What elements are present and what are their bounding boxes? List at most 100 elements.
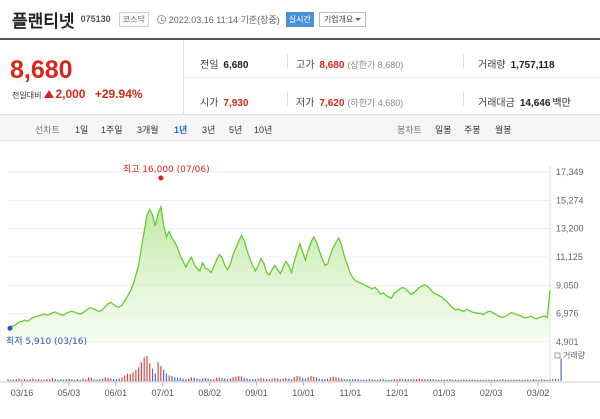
volume-bar <box>210 379 212 381</box>
tab-1d[interactable]: 1일 <box>75 125 89 135</box>
tab-monthly[interactable]: 월봉 <box>495 125 512 135</box>
volume-bar <box>176 377 179 381</box>
volume-bar <box>452 379 454 381</box>
amount-label: 거래대금 <box>478 98 515 109</box>
volume-bar <box>265 379 268 381</box>
volume-bar <box>352 379 354 381</box>
volume-bar <box>377 379 379 381</box>
x-tick-label: 06/01 <box>105 388 128 398</box>
x-tick-label: 07/01 <box>151 388 174 398</box>
volume-bar <box>213 379 215 381</box>
volume-bar <box>43 379 45 381</box>
volume-bar <box>115 379 117 381</box>
volume-bar <box>82 378 84 381</box>
volume-bar <box>418 378 420 381</box>
up-arrow-icon <box>44 90 55 98</box>
volume-bar <box>215 377 218 381</box>
volume-bar <box>315 377 318 381</box>
tab-1w[interactable]: 1주일 <box>101 125 123 135</box>
volume-bar <box>546 379 548 381</box>
lower-limit: (하한가 4,680) <box>347 98 404 108</box>
volume-bar <box>26 379 29 381</box>
volume-bar <box>388 379 390 381</box>
x-tick-label: 03/16 <box>11 388 34 398</box>
volume-bar <box>118 378 120 381</box>
volume-bar <box>257 378 259 381</box>
x-tick-label: 12/01 <box>386 388 409 398</box>
company-overview-dropdown[interactable]: 기업개요 <box>318 11 367 27</box>
tab-5y[interactable]: 5년 <box>229 125 243 135</box>
volume-bar <box>552 379 554 381</box>
volume-bar <box>277 378 279 381</box>
volume-bar <box>521 379 523 381</box>
tab-1y[interactable]: 1년 <box>174 125 188 135</box>
change-rate: +29.94% <box>94 87 143 101</box>
chevron-down-icon <box>355 17 362 21</box>
volume-bar <box>71 379 73 381</box>
volume-bar <box>507 379 509 381</box>
volume-bar <box>482 379 484 381</box>
volume-bar <box>282 378 284 381</box>
trade-amount: 거래대금 14,646 백만 <box>478 94 571 109</box>
volume-bar <box>279 379 281 381</box>
volume-bar <box>221 377 223 381</box>
high-annotation: 최고 16,000 (07/06) <box>123 164 210 175</box>
volume-bar <box>88 377 90 381</box>
volume-bar <box>174 377 176 381</box>
change-label: 전일대비 <box>12 91 42 100</box>
volume-bar <box>207 378 209 381</box>
volume-bar <box>432 379 434 381</box>
tab-3y[interactable]: 3년 <box>202 125 216 135</box>
volume-bar <box>538 379 540 381</box>
tab-daily[interactable]: 일봉 <box>435 125 452 135</box>
line-chart-label: 선차트 <box>35 125 60 135</box>
volume-bar <box>543 379 546 381</box>
price-chart[interactable]: 17,34915,27413,20011,1259,0506,9764,901 … <box>0 141 600 419</box>
tab-weekly[interactable]: 주봉 <box>464 125 481 135</box>
current-price-panel: 8,680 전일대비 2,000 +29.94% <box>0 40 184 115</box>
volume-bar <box>390 379 393 381</box>
volume-bar <box>29 379 31 381</box>
volume-bar <box>188 378 190 381</box>
timestamp: 2022.03.16 11:14 기준(장중) <box>168 14 280 25</box>
volume-bar <box>290 379 293 381</box>
volume-bar <box>21 379 23 381</box>
volume-bar <box>190 377 193 381</box>
high-value: 8,680 <box>319 60 345 71</box>
chart-tabs: 선차트 1일 1주일 3개월 1년 3년 5년 10년 봉차트 일봉 주봉 월봉 <box>0 115 600 141</box>
volume-bar <box>74 379 76 381</box>
volume-bar <box>502 379 504 381</box>
open-price: 시가 7,930 <box>200 94 248 109</box>
x-tick-label: 02/03 <box>480 388 503 398</box>
volume-bar <box>454 379 457 381</box>
volume-bar <box>140 362 143 381</box>
realtime-button[interactable]: 실시간 <box>285 11 314 27</box>
clock-icon <box>156 14 166 24</box>
volume-bar <box>218 377 220 381</box>
volume-bar <box>363 379 365 381</box>
volume-bar <box>54 379 56 381</box>
volume-bar <box>343 379 345 381</box>
volume-bar <box>402 379 404 381</box>
volume-bar <box>441 379 443 381</box>
y-tick-label: 9,050 <box>556 280 579 290</box>
volume-bar <box>271 378 273 381</box>
stock-header: 플랜티넷 075130 코스닥 2022.03.16 11:14 기준(장중) … <box>0 0 600 38</box>
market-badge: 코스닥 <box>118 11 149 27</box>
tab-10y[interactable]: 10년 <box>254 125 273 135</box>
volume-bar <box>374 379 376 381</box>
volume-bar <box>138 367 140 381</box>
y-tick-label: 11,125 <box>556 252 583 262</box>
high-marker <box>158 175 164 181</box>
volume-bar <box>165 373 168 381</box>
volume-bar <box>196 378 198 381</box>
volume-bar <box>349 379 351 381</box>
price-area <box>8 206 550 342</box>
tab-3m[interactable]: 3개월 <box>137 125 159 135</box>
volume-bar <box>399 378 401 381</box>
volume-bar <box>37 379 40 381</box>
volume-bar <box>121 377 123 381</box>
volume-bar <box>427 379 429 381</box>
volume-bar <box>438 379 440 381</box>
volume-bar <box>224 378 226 381</box>
